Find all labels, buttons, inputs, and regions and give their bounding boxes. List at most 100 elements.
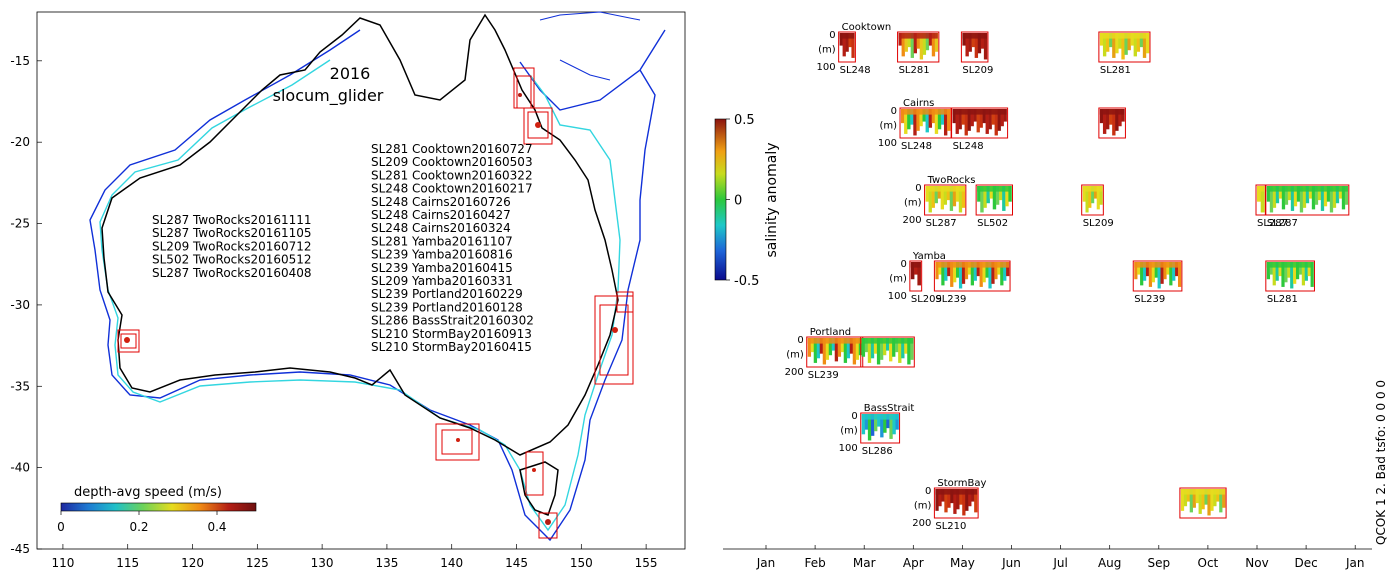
section-cell — [935, 262, 939, 280]
salinity-section[interactable] — [838, 31, 856, 63]
section-cell — [1136, 33, 1141, 52]
salinity-section[interactable] — [1132, 260, 1183, 292]
section-cell — [1142, 262, 1147, 281]
section-cell — [1003, 262, 1007, 281]
salinity-section[interactable] — [1098, 31, 1151, 63]
section-cell — [895, 338, 899, 353]
salinity-section[interactable] — [933, 260, 1011, 292]
section-cell — [1093, 186, 1098, 199]
section-cell — [1102, 109, 1107, 134]
section-cell — [1314, 186, 1319, 205]
section-cell — [864, 338, 869, 353]
section-cell — [1207, 489, 1211, 516]
box-tworocks-b[interactable] — [120, 333, 137, 349]
box-yamba-b[interactable] — [599, 304, 629, 376]
box-bassstrait[interactable] — [525, 451, 544, 496]
salinity-section[interactable] — [975, 184, 1014, 216]
month-tick-label: Aug — [1098, 556, 1121, 570]
depth-tick-bottom: 200 — [902, 215, 921, 226]
glider-label: SL210 — [935, 521, 966, 532]
salinity-section[interactable] — [1265, 260, 1315, 292]
section-cell — [1118, 109, 1122, 127]
section-cell — [1189, 489, 1193, 513]
section-surface — [925, 186, 965, 192]
section-cell — [971, 33, 975, 48]
salinity-section[interactable] — [924, 184, 967, 216]
section-cell — [828, 338, 833, 356]
section-frame — [860, 336, 915, 368]
salinity-section[interactable] — [933, 487, 979, 519]
section-cell — [1145, 33, 1150, 54]
section-cell — [1287, 262, 1291, 278]
section-cell — [1102, 33, 1107, 57]
section-frame — [838, 31, 856, 63]
site-name: Cooktown — [842, 22, 892, 33]
section-cell — [959, 489, 963, 505]
section-cell — [982, 109, 986, 124]
month-ticks: Jan Feb Mar Apr May Jun Jul Aug Sep Oct Nov Dec Jan — [756, 545, 1364, 570]
glider-label: SL209 — [1083, 218, 1114, 229]
section-cell — [1293, 186, 1298, 207]
map-year: 2016 — [330, 64, 371, 83]
box-tworocks-a[interactable] — [117, 329, 140, 353]
section-cell — [1326, 186, 1331, 202]
salinity-section[interactable] — [951, 107, 1009, 139]
section-cell — [919, 33, 924, 60]
depth-unit: (m) — [818, 44, 836, 55]
australia-coastline — [101, 13, 619, 456]
box-portland-a[interactable] — [435, 423, 480, 461]
month-tick-label: Nov — [1245, 556, 1268, 570]
section-cell — [904, 33, 908, 52]
box-cairns-b[interactable] — [527, 111, 549, 139]
section-cell — [925, 186, 929, 202]
salinity-section[interactable] — [909, 260, 923, 292]
section-frame — [1179, 487, 1227, 519]
box-stormbay[interactable] — [538, 512, 558, 539]
section-cell — [882, 338, 887, 356]
section-frame — [1098, 31, 1151, 63]
salinity-section[interactable] — [897, 31, 940, 63]
section-cell — [992, 186, 997, 210]
depth-tick-bottom: 100 — [888, 291, 907, 302]
box-yamba-a[interactable] — [594, 295, 634, 385]
section-cell — [934, 33, 939, 52]
salinity-section[interactable] — [1179, 487, 1227, 519]
section-cell — [916, 109, 920, 131]
section-cell — [925, 109, 929, 133]
section-cell — [961, 186, 966, 208]
section-cell — [873, 338, 878, 354]
salinity-section[interactable] — [960, 31, 989, 63]
section-cell — [983, 186, 987, 208]
section-frame — [909, 260, 923, 292]
map-x-tick-label: 135 — [375, 556, 398, 570]
section-frame — [933, 487, 979, 519]
track-portland — [456, 438, 460, 442]
mission-entry-east: SL281 Cooktown20160727 — [371, 142, 533, 156]
salinity-section[interactable] — [806, 336, 864, 368]
section-cell — [1133, 33, 1138, 57]
section-cell — [1180, 489, 1185, 511]
section-cell — [950, 262, 954, 287]
salinity-section[interactable] — [1265, 184, 1350, 216]
box-cairns-a[interactable] — [523, 107, 553, 145]
salinity-section[interactable] — [860, 336, 915, 368]
depth-unit: (m) — [879, 120, 897, 131]
salinity-section[interactable] — [860, 412, 901, 444]
month-tick-label: Sep — [1147, 556, 1170, 570]
section-cell — [1266, 262, 1271, 280]
map-y-tick-label: -30 — [10, 298, 30, 312]
section-cell — [834, 338, 839, 362]
section-cell — [952, 109, 956, 124]
salinity-section[interactable] — [1081, 184, 1104, 216]
salinity-section[interactable] — [899, 107, 952, 139]
box-yamba-c[interactable] — [616, 291, 634, 313]
box-portland-b[interactable] — [441, 429, 473, 455]
month-tick-label: Oct — [1198, 556, 1219, 570]
section-surface — [952, 109, 1007, 115]
section-cell — [1305, 186, 1310, 204]
section-cell — [874, 414, 878, 432]
salinity-section[interactable] — [1255, 184, 1266, 216]
depth-tick-top: 0 — [891, 106, 897, 117]
salinity-section[interactable] — [1098, 107, 1126, 139]
